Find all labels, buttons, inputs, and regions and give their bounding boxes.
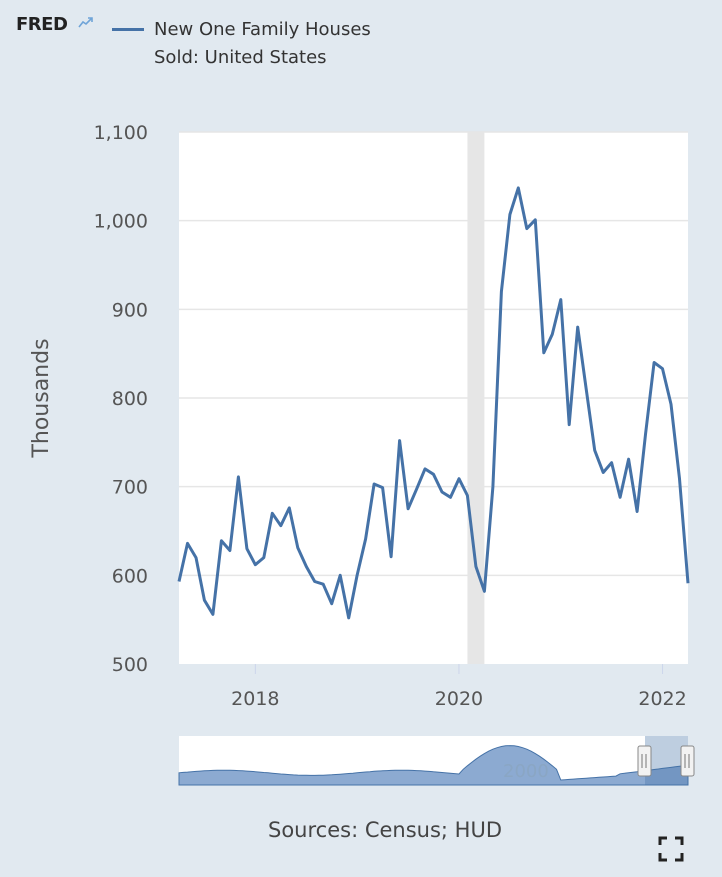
y-axis-label: Thousands (29, 338, 54, 458)
x-axis-ticks: 2018 2020 2022 (231, 664, 687, 710)
y-tick-label: 500 (112, 654, 148, 676)
legend-label: New One Family Houses Sold: United State… (154, 19, 371, 68)
navigator-area (178, 745, 689, 786)
y-tick-label: 600 (112, 565, 148, 587)
legend-swatch (112, 28, 144, 31)
y-tick-label: 1,000 (94, 211, 148, 233)
fullscreen-icon[interactable] (656, 834, 686, 864)
fred-logo: FRED (16, 14, 68, 35)
y-axis-ticks: 500 600 700 800 900 1,000 1,100 (94, 122, 148, 676)
navigator[interactable]: 2000 (178, 736, 695, 786)
y-tick-label: 900 (112, 299, 148, 321)
x-tick-label: 2020 (435, 688, 483, 710)
navigator-handle-left[interactable] (637, 745, 652, 777)
gridlines (179, 131, 688, 577)
y-tick-label: 1,100 (94, 122, 148, 144)
fred-chart-icon (78, 17, 93, 28)
x-tick-label: 2018 (231, 688, 279, 710)
line-chart: 500 600 700 800 900 1,000 1,100 2018 2020 2022 T… (29, 122, 695, 786)
y-tick-label: 700 (112, 477, 148, 499)
navigator-handle-right[interactable] (680, 745, 695, 777)
x-tick-label: 2022 (638, 688, 686, 710)
sources-text: Sources: Census; HUD (268, 818, 502, 842)
series-line[interactable] (177, 186, 690, 620)
navigator-year-label: 2000 (503, 761, 549, 782)
y-tick-label: 800 (112, 388, 148, 410)
